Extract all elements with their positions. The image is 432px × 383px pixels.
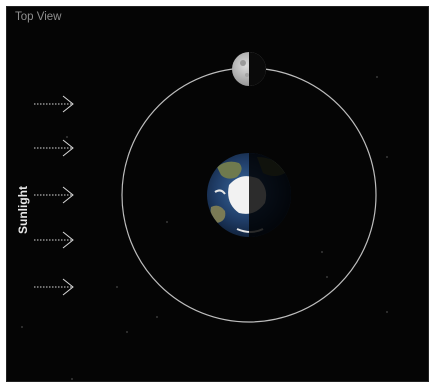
moon — [232, 52, 266, 86]
sunlight-arrow-5 — [34, 278, 74, 296]
sunlight-arrow-4 — [34, 231, 74, 249]
sunlight-label: Sunlight — [16, 186, 30, 234]
earth — [207, 153, 291, 237]
sunlight-arrow-3 — [34, 186, 74, 204]
sunlight-arrow-1 — [34, 95, 74, 113]
orbit-scene — [21, 52, 388, 380]
sunlight-arrow-2 — [34, 139, 74, 157]
sunlight-arrows — [34, 95, 74, 296]
view-title: Top View — [15, 11, 62, 23]
star-field — [21, 76, 388, 380]
diagram-canvas: Top View — [6, 6, 429, 382]
